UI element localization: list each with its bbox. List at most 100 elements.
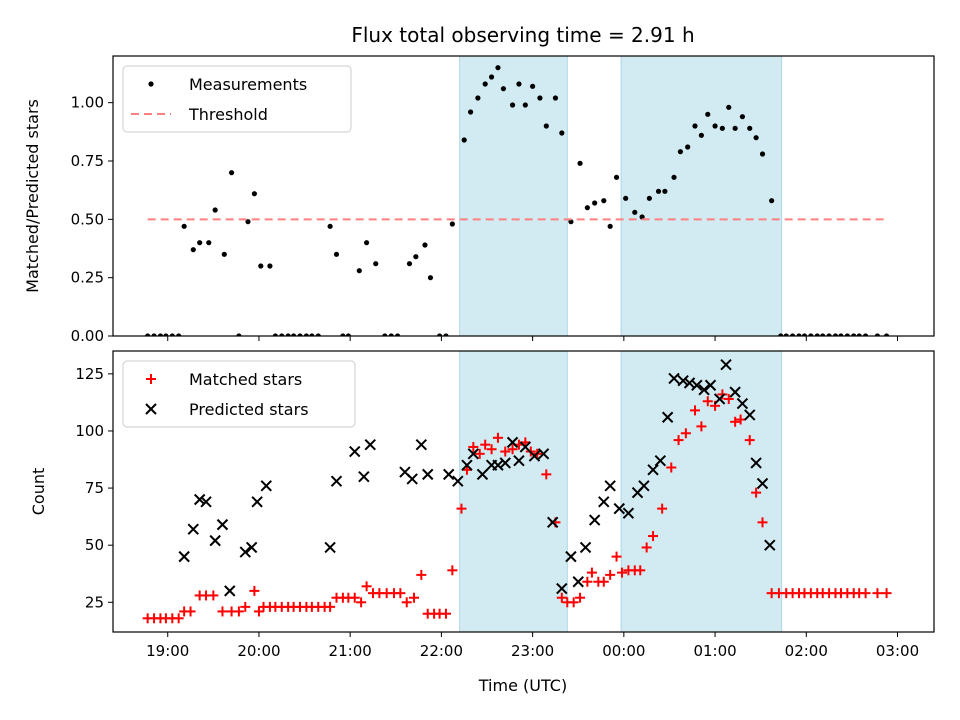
predicted-stars-point <box>579 541 592 554</box>
measurements-point <box>838 333 844 336</box>
predicted-stars-point-b <box>744 409 756 421</box>
measurements-point <box>475 95 481 101</box>
predicted-stars-point-b <box>698 384 710 396</box>
measurements-point <box>356 268 362 274</box>
measurements-point <box>705 111 711 117</box>
chart-title: Flux total observing time = 2.91 h <box>351 23 694 47</box>
predicted-stars-point <box>683 377 696 389</box>
predicted-stars-point <box>668 372 680 385</box>
predicted-stars-point-b <box>598 496 610 508</box>
y-axis-label: Matched/Predicted stars <box>23 99 42 293</box>
measurements-point <box>739 114 746 120</box>
predicted-stars-point-b <box>638 480 650 492</box>
predicted-stars-point <box>713 393 726 405</box>
predicted-stars-point <box>598 496 610 508</box>
predicted-stars-point-b <box>467 448 480 460</box>
measurements-point <box>258 263 264 269</box>
matched-stars-point <box>541 469 552 480</box>
measurements-point <box>732 125 738 131</box>
predicted-stars-point-b <box>330 475 343 487</box>
x-tick-label: 23:00 <box>511 642 554 660</box>
legend-matched-stars-swatch <box>146 374 156 384</box>
measurements-point <box>671 174 677 180</box>
predicted-stars-point-b <box>683 377 696 389</box>
matched-stars-point <box>249 585 260 596</box>
predicted-stars-point-b <box>588 514 601 526</box>
top-panel: 0.00 0.25 0.50 0.75 1.00 Matched/Predicted st… <box>23 55 935 345</box>
predicted-stars-point-b <box>239 546 251 558</box>
measurements-point <box>814 333 820 336</box>
matched-stars-point <box>568 597 579 608</box>
predicted-stars-point <box>744 409 756 421</box>
predicted-stars-point-b <box>492 459 504 471</box>
x-tick-label: 22:00 <box>420 642 463 660</box>
measurements-point <box>712 123 718 129</box>
measurements-point <box>692 123 698 129</box>
predicted-stars-point-b <box>324 541 336 554</box>
matched-stars-point <box>492 432 503 443</box>
matched-stars-point <box>474 448 485 459</box>
measurements-point <box>753 135 759 141</box>
matched-stars-point <box>757 517 768 528</box>
measurements-point <box>726 104 732 110</box>
measurements-point <box>500 86 507 92</box>
predicted-stars-point <box>467 448 480 460</box>
measurements-point <box>285 333 291 336</box>
measurements-point <box>236 333 242 336</box>
measurements-point <box>345 333 351 336</box>
measurements-point <box>851 333 857 336</box>
predicted-stars-point-b <box>461 459 473 471</box>
measurements-point <box>363 240 370 246</box>
predicted-stars-point <box>604 480 616 492</box>
measurements-point <box>801 333 808 336</box>
predicted-stars-point <box>756 477 769 490</box>
predicted-stars-point <box>200 496 212 508</box>
measurements-point <box>197 240 203 246</box>
measurements-point <box>769 198 775 204</box>
predicted-stars-point-b <box>756 477 769 490</box>
measurements-point <box>163 333 169 336</box>
predicted-stars-point-b <box>245 541 258 554</box>
matched-stars-point <box>730 416 741 427</box>
predicted-stars-point-b <box>519 441 532 453</box>
measurements-point <box>530 83 536 89</box>
measurements-point <box>856 333 862 336</box>
matched-stars-point <box>702 396 713 407</box>
measurements-point <box>488 74 495 80</box>
predicted-stars-point-b <box>200 496 212 508</box>
measurements-point <box>808 333 814 336</box>
x-tick-label: 00:00 <box>602 642 645 660</box>
y-tick-label: 0.50 <box>71 210 104 228</box>
matched-stars-point <box>468 441 479 452</box>
predicted-stars-point-b <box>556 582 568 595</box>
measurements-point <box>388 333 394 336</box>
measurements-point <box>537 95 543 101</box>
predicted-stars-point <box>245 541 258 554</box>
measurements-point <box>327 223 333 229</box>
matched-stars-point <box>723 393 734 404</box>
predicted-stars-point-b <box>528 450 541 462</box>
x-tick-label: 19:00 <box>146 642 189 660</box>
y-tick-label: 25 <box>85 593 104 611</box>
matched-stars-point <box>395 588 406 599</box>
matched-stars-point <box>586 567 597 578</box>
predicted-stars-point <box>736 397 749 410</box>
y-tick-label: 100 <box>75 422 104 440</box>
measurements-point <box>655 188 662 194</box>
matched-stars-point <box>635 565 646 576</box>
y-tick-label: 0.75 <box>71 152 104 170</box>
predicted-stars-point-b <box>713 393 726 405</box>
predicted-stars-point-b <box>193 493 206 506</box>
matched-stars-point <box>173 613 184 624</box>
panel-frame <box>112 55 935 337</box>
predicted-stars-point-b <box>704 379 717 391</box>
legend-predicted-stars-swatch-b <box>145 403 157 415</box>
y-tick-label: 75 <box>85 479 104 497</box>
matched-stars-point <box>349 592 360 603</box>
predicted-stars-point-b <box>216 518 229 531</box>
predicted-stars-point <box>422 468 434 481</box>
x-axis-label: Time (UTC) <box>478 676 567 695</box>
predicted-stars-point <box>764 539 776 551</box>
matched-stars-point <box>617 567 628 578</box>
